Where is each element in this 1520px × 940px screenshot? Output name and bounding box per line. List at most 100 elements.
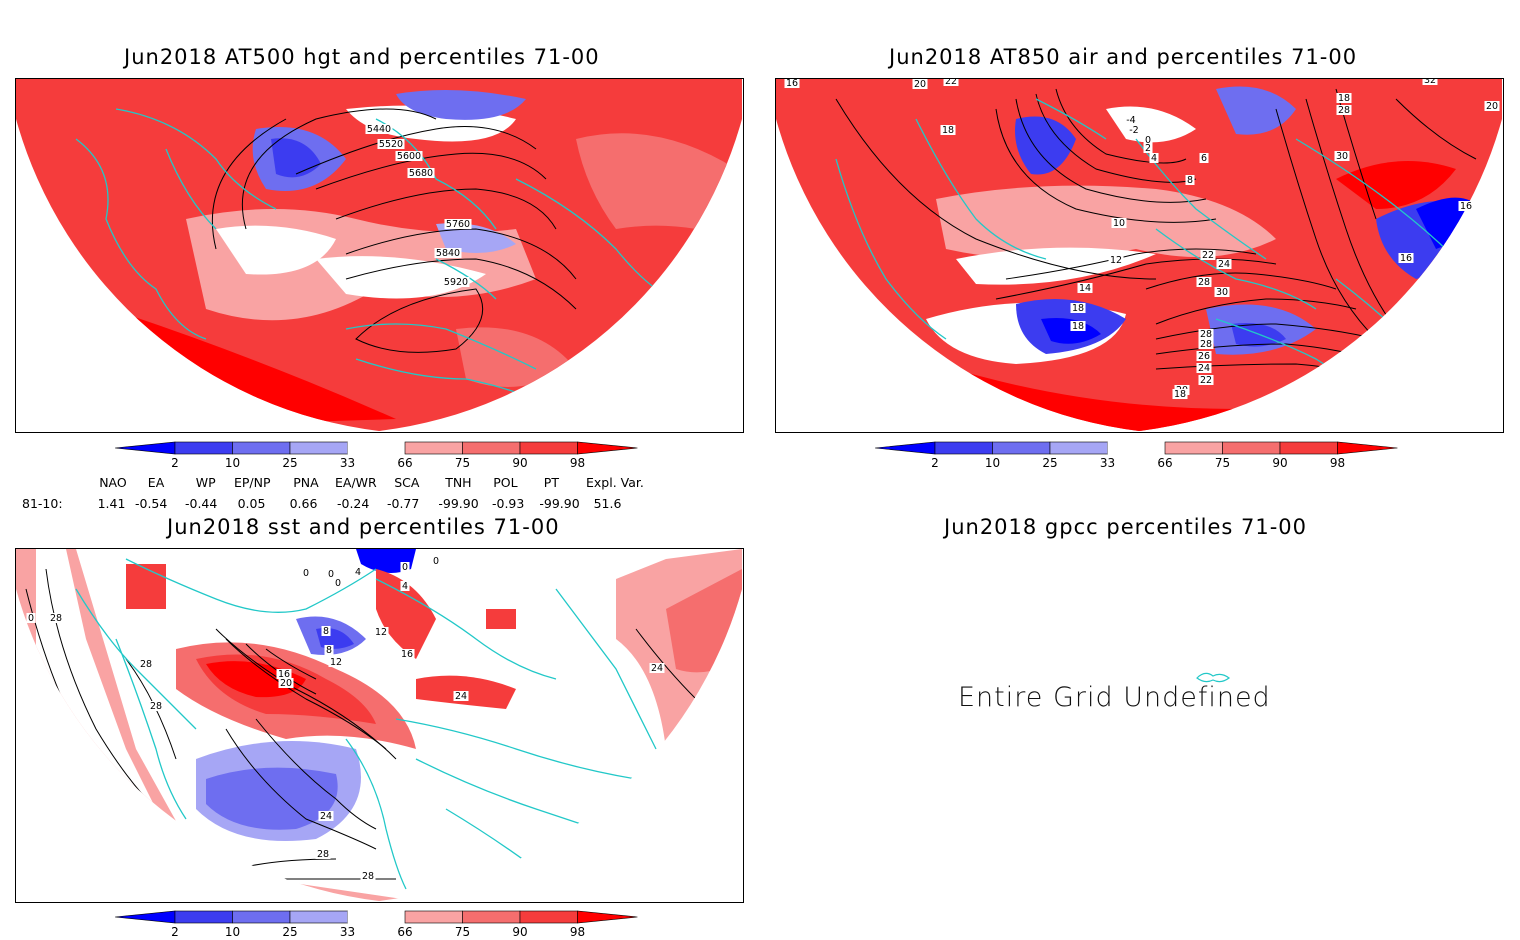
air-contour-label-bg: [1149, 153, 1159, 163]
air-contour-label-bg: [1334, 151, 1350, 161]
air-contour-label: 20: [1486, 101, 1498, 112]
air-contour-label: 28: [1200, 329, 1212, 340]
air-colorbar-segment: [1279, 441, 1338, 455]
hgt-contour-label-bg: [377, 139, 405, 149]
index-header: SCA: [394, 475, 420, 490]
air-contour-label-bg: [1336, 105, 1352, 115]
sst-colorbar-segment: [519, 910, 578, 924]
hgt-colorbar-tick-label: 75: [455, 456, 470, 470]
index-header: PNA: [293, 475, 319, 490]
hgt-colorbar-segment: [404, 441, 463, 455]
hgt-contour-label: 5520: [379, 139, 403, 150]
air-contour-label-bg: [1216, 259, 1232, 269]
air-contour-label: 2: [1145, 143, 1151, 154]
air-colorbar-tick-label: 33: [1100, 456, 1115, 470]
hgt-colorbar-tick-label: 25: [282, 456, 297, 470]
air-contour-label: 16: [1400, 253, 1412, 264]
air-colorbar: 2 10 25 33 66 75 90 98: [875, 441, 1398, 470]
hgt-colorbar-arrow-left: [115, 441, 176, 455]
sst-colorbar-tick-label: 66: [397, 925, 412, 939]
index-header: TNH: [445, 475, 472, 490]
sst-contour-label: 16: [401, 649, 413, 660]
air-contour-label-bg: [1198, 329, 1214, 339]
air-colorbar-tick-label: 2: [931, 456, 939, 470]
hgt-contour-label-bg: [395, 151, 423, 161]
air-map-panel: 16 20 22 18 -4 -2 0 2 4 6 8 10 12 14 18 18 22 24 28 30 28 28 2…: [775, 78, 1504, 433]
sst-contour-label-bg: [138, 659, 154, 669]
sst-colorbar-segment: [232, 910, 291, 924]
air-contour-label-bg: [1398, 253, 1414, 263]
sst-contour-label-bg: [148, 701, 164, 711]
sst-contour-label-bg: [373, 627, 389, 637]
sst-contour-label-bg: [431, 556, 441, 566]
sst-contour-label-bg: [399, 649, 415, 659]
air-colorbar-arrow-left: [875, 441, 936, 455]
hgt-colorbar-segment: [232, 441, 291, 455]
air-contour-label: 26: [1198, 351, 1210, 362]
air-contour-label-bg: [940, 125, 956, 135]
hgt-colorbar-tick-label: 98: [570, 456, 585, 470]
hgt-contour-label-bg: [365, 124, 393, 134]
air-contour-label: 16: [1460, 201, 1472, 212]
air-contour-label: 30: [1216, 287, 1228, 298]
air-panel-title: Jun2018 AT850 air and percentiles 71-00: [889, 45, 1358, 69]
index-value: 0.05: [237, 496, 266, 511]
sst-contour-label: 4: [355, 567, 361, 578]
sst-colorbar-tick-label: 90: [512, 925, 527, 939]
sst-contour-label: 12: [330, 657, 342, 668]
sst-contour-label: 28: [150, 701, 162, 712]
sst-colorbar-tick-label: 2: [171, 925, 179, 939]
hgt-colorbar-tick-label: 10: [225, 456, 240, 470]
hgt-panel-title: Jun2018 AT500 hgt and percentiles 71-00: [124, 45, 600, 69]
sst-colorbar-segment: [174, 910, 233, 924]
air-colorbar-segment: [1107, 442, 1165, 454]
air-contour-label-bg: [784, 79, 800, 88]
air-contour-label: 10: [1113, 218, 1125, 229]
gpcc-panel-title: Jun2018 gpcc percentiles 71-00: [944, 515, 1308, 539]
air-contour-label-bg: [1214, 287, 1230, 297]
air-contour-label: 24: [1198, 363, 1210, 374]
air-contour-label-bg: [1196, 351, 1212, 361]
air-contour-label: 14: [1079, 283, 1091, 294]
gpcc-coast-fragment: [1196, 672, 1231, 683]
air-contour-label-bg: [1172, 389, 1188, 399]
sst-colorbar-tick-label: 75: [455, 925, 470, 939]
air-contour-label-bg: [1143, 135, 1153, 145]
sst-contour-label: 0: [433, 556, 439, 567]
sst-colorbar-tick-label: 33: [340, 925, 355, 939]
sst-contour-label: 0: [328, 569, 334, 580]
sst-contour-label-bg: [453, 691, 469, 701]
sst-contour-label-bg: [328, 657, 344, 667]
air-contour-label: 0: [1145, 135, 1151, 146]
index-value: -0.54: [135, 496, 168, 511]
sst-contour-label-bg: [276, 669, 292, 679]
air-contour-label-bg: [1111, 218, 1127, 228]
sst-contour-label-bg: [353, 567, 363, 577]
air-contour-label-bg: [1458, 201, 1474, 211]
index-value: -0.24: [337, 496, 370, 511]
sst-colorbar-tick-label: 25: [282, 925, 297, 939]
teleconnection-indices: NAO EA WP EP/NP PNA EA/WR SCA TNH POL PT Expl. Var…: [0, 475, 760, 515]
sst-contour-label-bg: [400, 581, 410, 591]
air-contour-label: 30: [1336, 151, 1348, 162]
sst-contour-label-bg: [318, 811, 334, 821]
sst-contour-label: 24: [651, 663, 663, 674]
sst-contour-label-bg: [333, 578, 343, 588]
sst-contour-label-bg: [324, 645, 334, 655]
sst-colorbar-segment: [289, 910, 348, 924]
air-contour-label-bg: [1196, 363, 1212, 373]
air-colorbar-segment: [1222, 441, 1281, 455]
air-contour-label-bg: [1196, 277, 1212, 287]
air-colorbar-arrow-right: [1337, 441, 1398, 455]
air-contour-label: 8: [1187, 175, 1193, 186]
air-contour-label: 22: [1202, 250, 1214, 261]
air-contour-label: 18: [1072, 303, 1084, 314]
sst-contour-label-bg: [321, 626, 331, 636]
hgt-contour-label: 5600: [397, 151, 421, 162]
sst-contour-label: 4: [402, 581, 408, 592]
air-contour-label: 22: [1200, 375, 1212, 386]
sst-colorbar: 2 10 25 33 66 75 90 98: [115, 910, 638, 939]
hgt-contour-label-bg: [444, 219, 472, 229]
hgt-colorbar-arrow-right: [577, 441, 638, 455]
